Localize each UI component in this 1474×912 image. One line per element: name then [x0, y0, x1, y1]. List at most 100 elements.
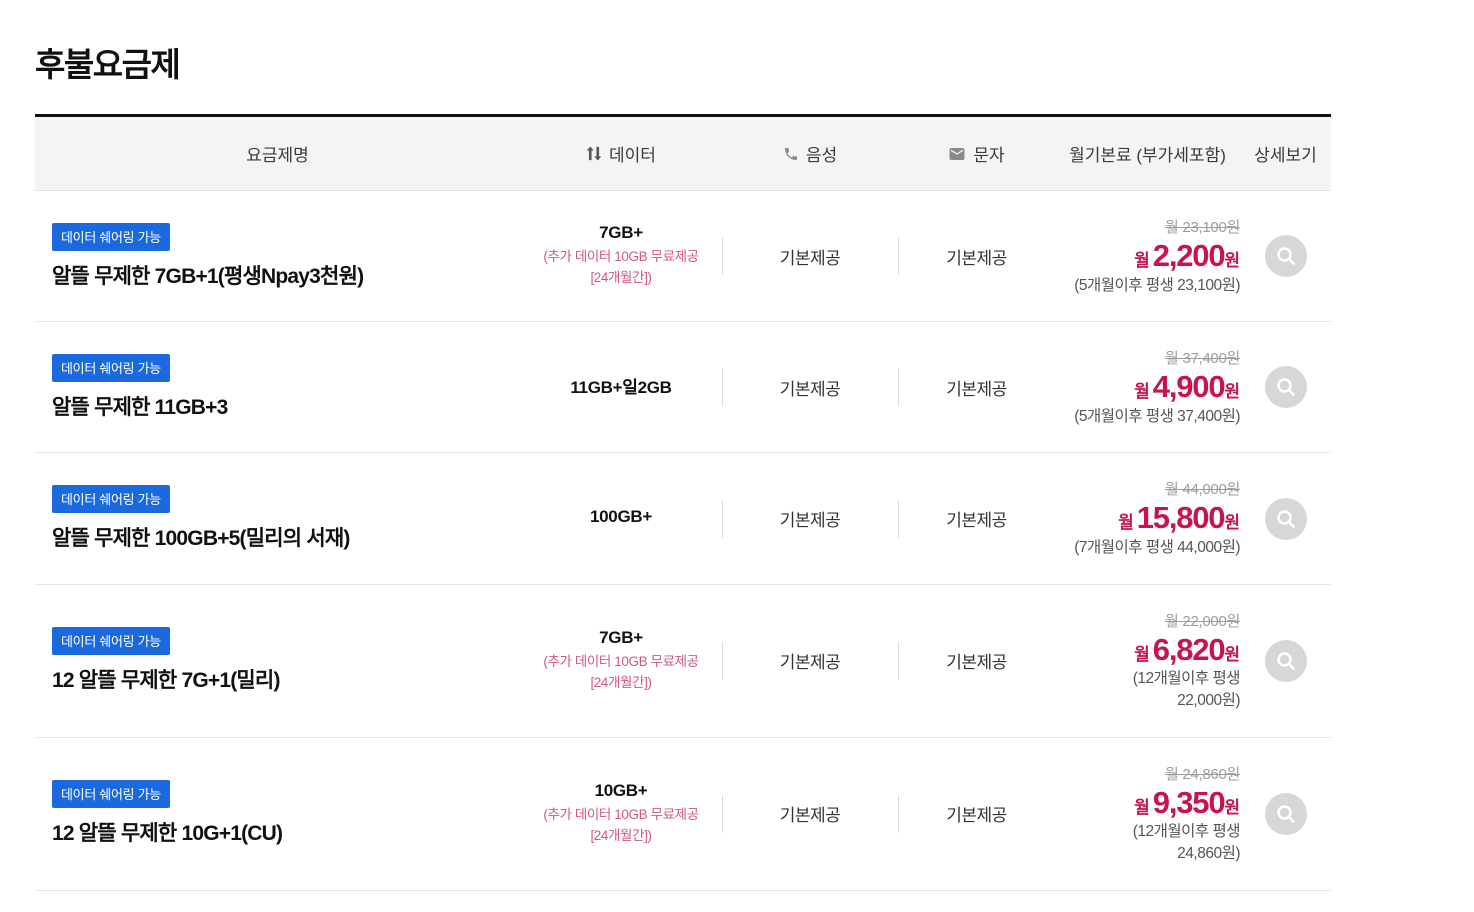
header-voice: 음성 — [722, 141, 898, 166]
header-data: 데이터 — [520, 141, 722, 166]
table-body: 데이터 쉐어링 가능 알뜰 무제한 7GB+1(평생Npay3천원) 7GB+ … — [35, 191, 1331, 891]
plan-detail-cell — [1240, 366, 1331, 409]
header-plan-name: 요금제명 — [35, 141, 520, 166]
data-sharing-badge: 데이터 쉐어링 가능 — [52, 780, 170, 809]
voice-value: 기본제공 — [779, 379, 841, 399]
data-sharing-badge: 데이터 쉐어링 가능 — [52, 353, 170, 382]
plan-voice-cell: 기본제공 — [722, 244, 898, 269]
plan-name: 알뜰 무제한 7GB+1(평생Npay3천원) — [52, 264, 364, 288]
column-divider — [898, 368, 899, 407]
phone-icon — [783, 146, 799, 162]
plan-row: 데이터 쉐어링 가능 12 알뜰 무제한 10G+1(CU) 10GB+ (추가… — [35, 738, 1331, 891]
plan-name-cell: 데이터 쉐어링 가능 12 알뜰 무제한 7G+1(밀리) — [35, 627, 520, 694]
envelope-icon — [948, 145, 966, 163]
detail-view-button[interactable] — [1264, 792, 1307, 835]
plan-name: 12 알뜰 무제한 7G+1(밀리) — [52, 669, 280, 693]
price-suffix: 원 — [1224, 644, 1240, 664]
data-amount: 7GB+ — [599, 223, 643, 243]
price-after-note: (12개월이후 평생 22,000원) — [1132, 670, 1241, 709]
magnifier-icon — [1276, 651, 1296, 671]
magnifier-icon — [1276, 246, 1296, 266]
sms-value: 기본제공 — [946, 379, 1007, 399]
plan-price-cell: 월 22,000원 월6,820원 (12개월이후 평생 22,000원) — [1055, 610, 1241, 712]
original-price: 월 37,400원 — [1165, 350, 1240, 368]
plan-voice-cell: 기본제공 — [722, 375, 898, 400]
price-after-note: (5개월이후 평생 23,100원) — [1074, 276, 1240, 294]
plan-voice-cell: 기본제공 — [722, 648, 898, 673]
price-suffix: 원 — [1224, 382, 1240, 402]
data-sharing-badge: 데이터 쉐어링 가능 — [52, 222, 170, 251]
column-divider — [898, 499, 899, 538]
price-amount: 9,350 — [1152, 784, 1226, 820]
detail-view-button[interactable] — [1264, 497, 1307, 540]
plan-sms-cell: 기본제공 — [898, 375, 1055, 400]
price-suffix: 원 — [1224, 797, 1240, 817]
detail-view-button[interactable] — [1264, 366, 1307, 409]
price-prefix: 월 — [1134, 644, 1150, 664]
voice-value: 기본제공 — [779, 653, 841, 673]
price-prefix: 월 — [1118, 513, 1134, 533]
header-detail: 상세보기 — [1240, 141, 1331, 166]
plan-row: 데이터 쉐어링 가능 알뜰 무제한 7GB+1(평생Npay3천원) 7GB+ … — [35, 191, 1331, 323]
price-amount: 4,900 — [1152, 369, 1226, 405]
data-amount: 10GB+ — [594, 780, 648, 800]
magnifier-icon — [1276, 804, 1296, 824]
plan-name-cell: 데이터 쉐어링 가능 알뜰 무제한 100GB+5(밀리의 서재) — [35, 485, 520, 552]
magnifier-icon — [1276, 377, 1296, 397]
header-plan-name-label: 요금제명 — [246, 146, 309, 165]
price-amount: 2,200 — [1152, 238, 1226, 273]
header-price-label: 월기본료 (부가세포함) — [1069, 146, 1226, 165]
price-amount: 6,820 — [1152, 631, 1226, 667]
plan-price-cell: 월 23,100원 월2,200원 (5개월이후 평생 23,100원) — [1055, 216, 1240, 296]
price-suffix: 원 — [1224, 513, 1240, 533]
plan-row: 데이터 쉐어링 가능 알뜰 무제한 100GB+5(밀리의 서재) 100GB+… — [35, 453, 1331, 585]
plan-name-cell: 데이터 쉐어링 가능 알뜰 무제한 11GB+3 — [35, 353, 520, 421]
discounted-price: 월2,200원 — [1055, 238, 1240, 273]
plan-name: 12 알뜰 무제한 10G+1(CU) — [52, 822, 283, 846]
plan-price-cell: 월 37,400원 월4,900원 (5개월이후 평생 37,400원) — [1055, 347, 1240, 427]
plan-price-cell: 월 44,000원 월15,800원 (7개월이후 평생 44,000원) — [1055, 478, 1240, 558]
plan-data-cell: 7GB+ (추가 데이터 10GB 무료제공 [24개월간]) — [520, 628, 722, 694]
plan-sms-cell: 기본제공 — [898, 506, 1055, 531]
plan-detail-cell — [1240, 235, 1331, 278]
header-voice-label: 음성 — [805, 146, 838, 165]
plan-name-cell: 데이터 쉐어링 가능 알뜰 무제한 7GB+1(평생Npay3천원) — [35, 222, 520, 290]
page-title: 후불요금제 — [35, 46, 181, 83]
plan-voice-cell: 기본제공 — [722, 801, 898, 826]
data-sharing-badge: 데이터 쉐어링 가능 — [52, 627, 170, 656]
header-sms-label: 문자 — [973, 146, 1005, 165]
header-sms: 문자 — [898, 141, 1055, 166]
column-divider — [722, 237, 723, 276]
plan-detail-cell — [1240, 639, 1331, 682]
plan-row: 데이터 쉐어링 가능 알뜰 무제한 11GB+3 11GB+일2GB 기본제공 … — [35, 322, 1331, 454]
plan-detail-cell — [1240, 792, 1331, 835]
detail-view-button[interactable] — [1264, 235, 1307, 278]
sort-up-down-icon[interactable] — [586, 146, 602, 161]
plan-sms-cell: 기본제공 — [898, 648, 1055, 673]
sms-value: 기본제공 — [946, 511, 1007, 531]
data-bonus-note: (추가 데이터 10GB 무료제공 [24개월간]) — [543, 249, 699, 286]
price-after-note: (7개월이후 평생 44,000원) — [1074, 539, 1240, 557]
column-divider — [722, 794, 723, 833]
voice-value: 기본제공 — [779, 511, 841, 531]
plan-data-cell: 7GB+ (추가 데이터 10GB 무료제공 [24개월간]) — [520, 223, 722, 289]
detail-view-button[interactable] — [1264, 639, 1307, 682]
voice-value: 기본제공 — [779, 806, 841, 826]
column-divider — [898, 641, 899, 680]
column-divider — [898, 794, 899, 833]
header-price: 월기본료 (부가세포함) — [1055, 141, 1240, 166]
column-divider — [722, 368, 723, 407]
price-suffix: 원 — [1224, 251, 1240, 270]
plan-price-cell: 월 24,860원 월9,350원 (12개월이후 평생 24,860원) — [1055, 763, 1241, 865]
price-after-note: (5개월이후 평생 37,400원) — [1074, 407, 1240, 425]
sms-value: 기본제공 — [946, 248, 1007, 268]
price-prefix: 월 — [1134, 251, 1150, 270]
plan-data-cell: 10GB+ (추가 데이터 10GB 무료제공 [24개월간]) — [520, 781, 722, 847]
plan-voice-cell: 기본제공 — [722, 506, 898, 531]
data-bonus-note: (추가 데이터 10GB 무료제공 [24개월간]) — [543, 806, 699, 843]
discounted-price: 월15,800원 — [1055, 502, 1240, 535]
price-prefix: 월 — [1134, 797, 1150, 817]
original-price: 월 23,100원 — [1165, 219, 1240, 236]
magnifier-icon — [1276, 509, 1296, 529]
plan-name-cell: 데이터 쉐어링 가능 12 알뜰 무제한 10G+1(CU) — [35, 780, 520, 847]
